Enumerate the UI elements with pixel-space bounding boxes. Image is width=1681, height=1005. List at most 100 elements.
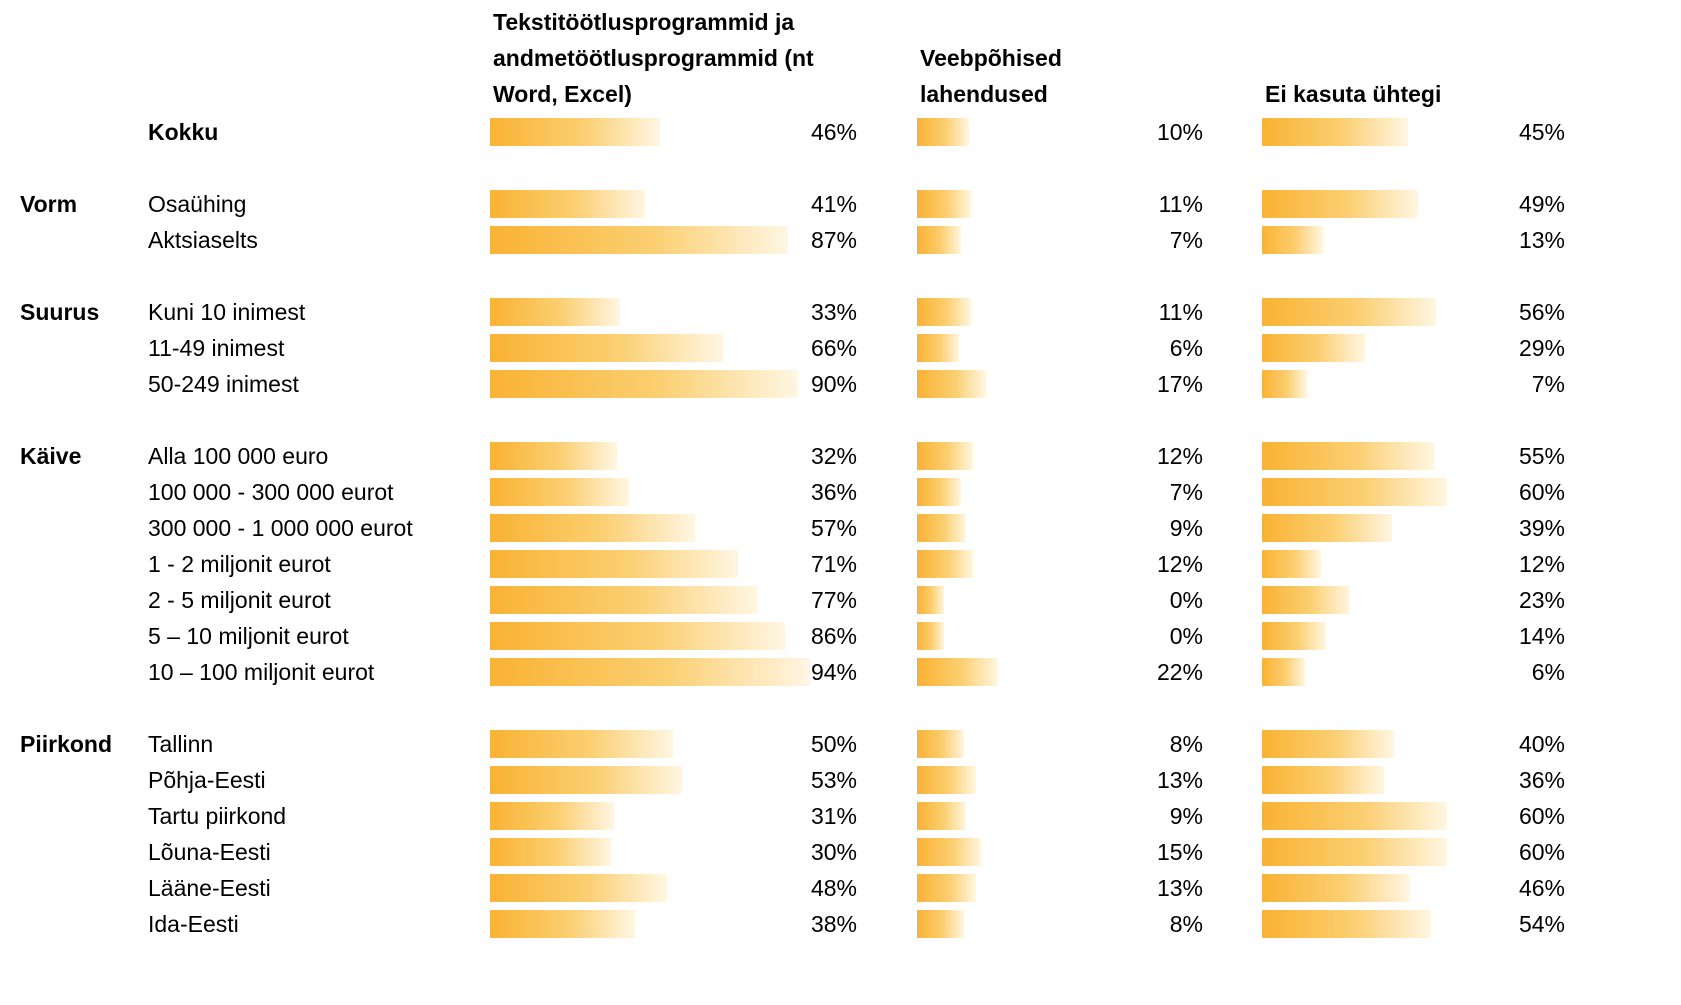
data-bar <box>490 442 617 470</box>
value-label: 7% <box>1169 479 1203 505</box>
value-label: 9% <box>1169 515 1203 541</box>
data-bar <box>1262 730 1395 758</box>
value-label: 17% <box>1156 371 1203 397</box>
data-bar <box>917 514 967 542</box>
data-bar <box>917 370 986 398</box>
data-bar <box>917 190 971 218</box>
data-bar <box>1262 802 1447 830</box>
data-bar <box>917 730 964 758</box>
row-label: Tartu piirkond <box>148 803 287 829</box>
data-bar <box>917 334 959 362</box>
value-label: 13% <box>1156 767 1203 793</box>
row-label: Lõuna-Eesti <box>148 839 271 865</box>
data-bar <box>490 514 695 542</box>
value-label: 30% <box>810 839 857 865</box>
data-bar <box>917 298 971 326</box>
data-bar <box>1262 226 1324 254</box>
value-label: 36% <box>810 479 857 505</box>
row-label: 11-49 inimest <box>148 335 285 361</box>
data-bar <box>1262 190 1419 218</box>
value-label: 45% <box>1518 119 1565 145</box>
column-header: Ei kasuta ühtegi <box>1265 81 1442 107</box>
value-label: 38% <box>810 911 857 937</box>
value-label: 46% <box>1518 875 1565 901</box>
value-label: 7% <box>1531 371 1565 397</box>
value-label: 13% <box>1518 227 1565 253</box>
row-label: 2 - 5 miljonit eurot <box>148 587 331 613</box>
column-header: Tekstitöötlusprogrammid ja andmetöötlusp… <box>493 9 814 107</box>
data-bar <box>490 334 723 362</box>
value-label: 60% <box>1518 803 1565 829</box>
data-bar <box>1262 838 1447 866</box>
data-bar <box>1262 478 1447 506</box>
data-bar <box>917 442 974 470</box>
data-bar <box>917 586 944 614</box>
row-label: 100 000 - 300 000 eurot <box>148 479 394 505</box>
data-bar <box>917 226 962 254</box>
data-bar <box>490 622 786 650</box>
data-bar <box>1262 658 1305 686</box>
value-label: 9% <box>1169 803 1203 829</box>
data-bar <box>1262 550 1321 578</box>
data-bar <box>1262 334 1366 362</box>
value-label: 12% <box>1518 551 1565 577</box>
value-label: 50% <box>810 731 857 757</box>
data-bar <box>1262 910 1432 938</box>
value-label: 53% <box>810 767 857 793</box>
data-bar <box>1262 370 1308 398</box>
data-bar <box>1262 298 1437 326</box>
row-label: 300 000 - 1 000 000 eurot <box>148 515 413 541</box>
value-label: 57% <box>810 515 857 541</box>
value-label: 13% <box>1156 875 1203 901</box>
data-bar <box>1262 586 1350 614</box>
value-label: 55% <box>1518 443 1565 469</box>
data-bar <box>490 730 673 758</box>
value-label: 6% <box>1531 659 1565 685</box>
group-label: Piirkond <box>20 731 113 757</box>
data-bar <box>490 190 645 218</box>
value-label: 11% <box>1158 191 1203 217</box>
data-bar <box>490 226 789 254</box>
data-bar <box>917 622 944 650</box>
value-label: 11% <box>1158 299 1203 325</box>
data-bar <box>917 802 967 830</box>
value-label: 46% <box>810 119 857 145</box>
value-label: 60% <box>1518 479 1565 505</box>
data-bar <box>1262 766 1384 794</box>
value-label: 86% <box>810 623 857 649</box>
value-label: 56% <box>1518 299 1565 325</box>
value-label: 77% <box>810 587 857 613</box>
data-bar <box>490 838 611 866</box>
data-bar <box>490 550 739 578</box>
row-label: 50-249 inimest <box>148 371 299 397</box>
data-bar <box>917 550 974 578</box>
data-bar <box>490 478 630 506</box>
data-bar <box>917 478 962 506</box>
data-bar <box>917 874 976 902</box>
data-bar <box>917 658 998 686</box>
value-label: 40% <box>1518 731 1565 757</box>
data-bar <box>917 766 976 794</box>
data-bar <box>1262 118 1408 146</box>
value-label: 31% <box>810 803 857 829</box>
value-label: 32% <box>810 443 857 469</box>
value-label: 94% <box>810 659 857 685</box>
row-label: Põhja-Eesti <box>148 767 266 793</box>
data-bar <box>1262 874 1411 902</box>
value-label: 90% <box>810 371 857 397</box>
data-bar <box>917 910 964 938</box>
value-label: 33% <box>810 299 857 325</box>
value-label: 0% <box>1169 587 1203 613</box>
row-label: Aktsiaselts <box>148 227 258 253</box>
value-label: 49% <box>1518 191 1565 217</box>
data-bar <box>490 118 661 146</box>
value-label: 36% <box>1518 767 1565 793</box>
value-label: 54% <box>1518 911 1565 937</box>
data-bar <box>1262 514 1392 542</box>
data-bar <box>490 370 798 398</box>
value-label: 66% <box>810 335 857 361</box>
value-label: 15% <box>1156 839 1203 865</box>
value-label: 10% <box>1156 119 1203 145</box>
row-label: Kokku <box>148 119 219 145</box>
